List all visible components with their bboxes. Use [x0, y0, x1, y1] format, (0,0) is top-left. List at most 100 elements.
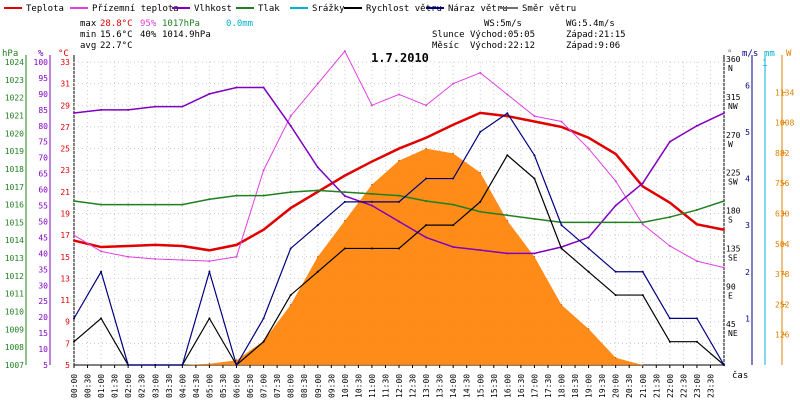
- series-point-tlak: [262, 194, 265, 197]
- w-tick-label: 378: [775, 270, 790, 279]
- x-tick-label: 23:00: [693, 374, 702, 398]
- series-point-n-raz-v-tru: [208, 270, 211, 273]
- pct-tick-label: 10: [38, 345, 48, 354]
- pct-tick-label: 90: [38, 90, 48, 99]
- series-point-teplota: [695, 223, 698, 226]
- series-point-rychlost-v-tru: [316, 270, 319, 273]
- hpa-tick-label: 1009: [5, 325, 24, 334]
- temp-tick-label: 13: [60, 274, 70, 283]
- series-point-rychlost-v-tru: [587, 270, 590, 273]
- legend-pressure-label: Tlak: [258, 4, 280, 14]
- pct-tick-label: 30: [38, 281, 48, 290]
- solar-point: [533, 255, 536, 258]
- dir-tick-name: SE: [728, 253, 738, 262]
- sun-set: Západ:21:15: [566, 30, 626, 40]
- dir-tick-deg: 45: [726, 320, 736, 329]
- x-tick-label: 08:00: [287, 374, 296, 398]
- legend-rain-label: Srážky: [312, 4, 345, 14]
- temp-tick-label: 7: [65, 339, 70, 348]
- stats-block: max 28.8°C 95% 1017hPa 0.0mm min 15.6°C …: [80, 19, 253, 51]
- ms-tick-label: 2: [745, 268, 750, 277]
- stat-max-label: max: [80, 19, 97, 29]
- dir-tick-deg: 180: [726, 207, 741, 216]
- hpa-tick-label: 1007: [5, 361, 24, 370]
- x-tick-label: 04:30: [192, 374, 201, 398]
- series-point-n-raz-v-tru: [370, 200, 373, 203]
- series-point-rychlost-v-tru: [100, 317, 103, 320]
- series-point-tlak: [73, 200, 75, 203]
- solar-point: [344, 219, 346, 222]
- series-point-rychlost-v-tru: [73, 340, 75, 343]
- series-point-teplota: [73, 239, 75, 242]
- x-tick-label: 15:00: [476, 374, 485, 398]
- series-point-n-raz-v-tru: [425, 177, 428, 180]
- x-tick-label: 18:30: [571, 374, 580, 398]
- hpa-tick-label: 1020: [5, 129, 24, 138]
- w-tick-label: 252: [775, 300, 790, 309]
- series-point-rychlost-v-tru: [533, 177, 536, 180]
- series-point-vlhkost: [398, 220, 400, 223]
- w-tick-label: 1008: [775, 119, 794, 128]
- series-point-teplota: [452, 123, 455, 126]
- x-tick-label: 19:30: [598, 374, 607, 398]
- moon-label: Měsíc: [432, 41, 459, 51]
- series-point-tlak: [614, 221, 617, 224]
- series-point-n-raz-v-tru: [506, 112, 509, 115]
- series-point-teplota: [587, 136, 590, 139]
- temp-tick-label: 5: [65, 361, 70, 370]
- hpa-tick-label: 1019: [5, 147, 24, 156]
- ms-tick-label: 5: [745, 128, 750, 137]
- solar-point: [425, 147, 427, 150]
- dir-tick-name: NE: [728, 329, 738, 338]
- ms-tick-label: 4: [745, 175, 750, 184]
- series-point-n-raz-v-tru: [73, 317, 75, 320]
- series-point-rychlost-v-tru: [398, 247, 400, 250]
- series-point-p-zemn-teplota: [398, 93, 400, 96]
- series-point-tlak: [370, 192, 373, 195]
- series-point-p-zemn-teplota: [425, 104, 428, 107]
- series-point-tlak: [695, 208, 698, 211]
- series-point-vlhkost: [479, 249, 482, 252]
- hpa-tick-label: 1023: [5, 76, 24, 85]
- series-point-vlhkost: [695, 124, 698, 127]
- x-tick-label: 17:00: [530, 374, 539, 398]
- solar-point: [506, 219, 509, 222]
- axis-unit-mm: mm: [764, 49, 775, 59]
- series-point-p-zemn-teplota: [479, 71, 482, 74]
- hpa-tick-label: 1018: [5, 165, 24, 174]
- dir-tick-name: E: [728, 291, 733, 300]
- series-point-tlak: [425, 200, 428, 203]
- solar-point: [208, 362, 211, 365]
- temp-tick-label: 29: [60, 101, 70, 110]
- series-point-teplota: [154, 243, 157, 246]
- pct-tick-label: 25: [38, 297, 48, 306]
- series-point-teplota: [479, 111, 482, 114]
- temp-tick-label: 25: [60, 145, 70, 154]
- x-tick-label: 07:30: [273, 374, 282, 398]
- hpa-tick-label: 1010: [5, 308, 24, 317]
- series-point-tlak: [100, 203, 103, 206]
- series-point-p-zemn-teplota: [316, 82, 319, 85]
- series-point-p-zemn-teplota: [289, 115, 292, 118]
- series-point-tlak: [181, 203, 184, 206]
- series-point-vlhkost: [668, 140, 671, 143]
- pct-tick-label: 95: [38, 74, 48, 83]
- stat-avg-label: avg: [80, 41, 96, 51]
- x-tick-label: 08:30: [300, 374, 309, 398]
- stat-min-press: 1014.9hPa: [162, 30, 211, 40]
- series-point-rychlost-v-tru: [479, 200, 482, 203]
- stat-avg-temp: 22.7°C: [100, 41, 133, 51]
- x-tick-label: 18:00: [558, 374, 567, 398]
- series-point-n-raz-v-tru: [614, 270, 617, 273]
- dir-tick-name: N: [728, 64, 733, 73]
- x-tick-label: 15:30: [490, 374, 499, 398]
- hpa-tick-label: 1021: [5, 111, 24, 120]
- series-point-tlak: [587, 221, 590, 224]
- axis-units: hPa % °C ° m/s mm W 1 čas: [2, 49, 792, 381]
- series-point-teplota: [316, 190, 319, 193]
- series-point-p-zemn-teplota: [208, 260, 211, 263]
- solar-point: [398, 159, 400, 162]
- hpa-tick-label: 1011: [5, 290, 24, 299]
- series-point-tlak: [668, 216, 671, 219]
- hpa-tick-label: 1022: [5, 94, 24, 103]
